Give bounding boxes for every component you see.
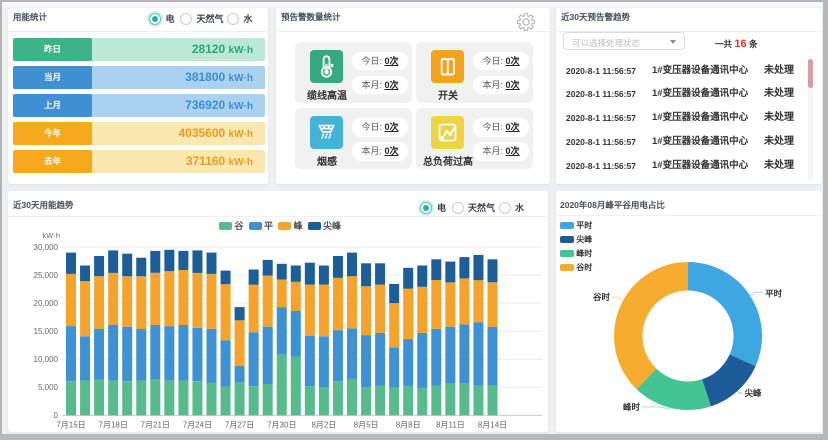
svg-text:15,000: 15,000 [34,327,59,336]
svg-text:kW·h: kW·h [43,231,61,240]
svg-text:7月21日: 7月21日 [141,420,170,429]
svg-text:30,000: 30,000 [34,243,59,252]
svg-text:谷时: 谷时 [592,292,611,302]
svg-text:平时: 平时 [765,288,783,298]
svg-text:8月2日: 8月2日 [311,420,336,429]
svg-text:8月11日: 8月11日 [436,420,465,429]
svg-text:峰时: 峰时 [623,402,641,412]
svg-text:7月27日: 7月27日 [225,420,254,429]
svg-text:7月15日: 7月15日 [56,420,85,429]
svg-text:25,000: 25,000 [34,271,59,280]
svg-text:8月14日: 8月14日 [478,420,507,429]
svg-text:尖峰: 尖峰 [745,388,763,398]
svg-text:7月18日: 7月18日 [99,420,128,429]
svg-text:8月8日: 8月8日 [396,420,421,429]
svg-text:0: 0 [54,411,59,420]
svg-text:20,000: 20,000 [34,299,59,308]
svg-text:7月30日: 7月30日 [267,420,296,429]
svg-text:5,000: 5,000 [38,383,59,392]
svg-text:10,000: 10,000 [34,355,59,364]
svg-text:7月24日: 7月24日 [183,420,212,429]
svg-text:8月5日: 8月5日 [354,420,379,429]
